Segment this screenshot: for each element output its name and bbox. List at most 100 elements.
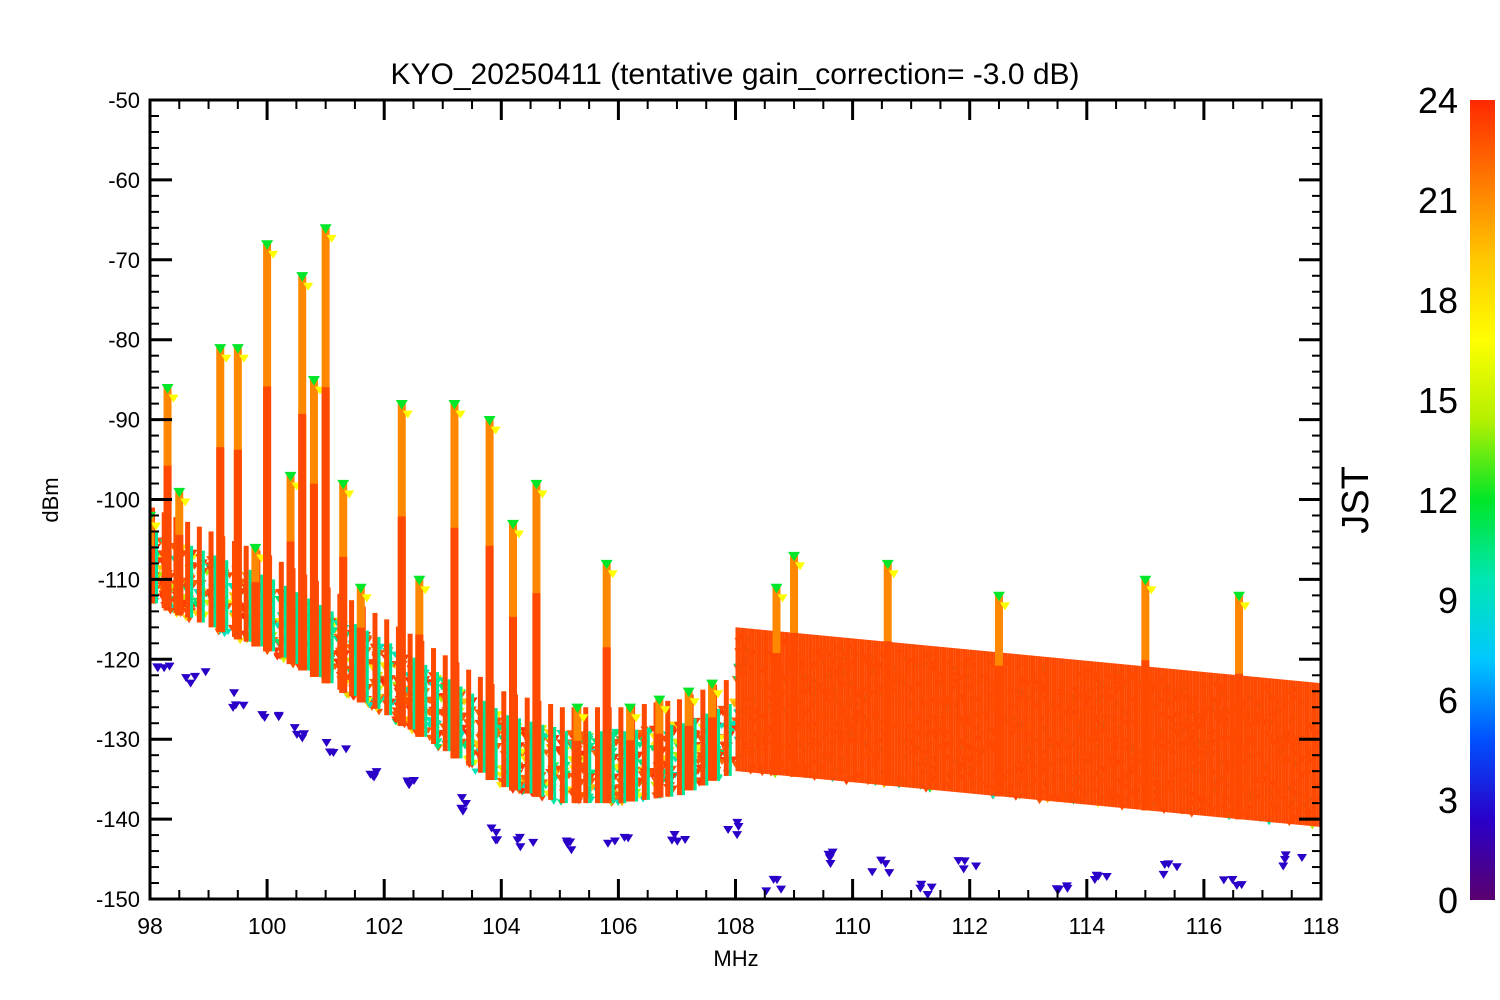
scatter-point — [1158, 870, 1169, 879]
fm-channel-day — [728, 704, 732, 776]
noise-band — [1161, 668, 1165, 812]
scatter-points — [150, 224, 1321, 899]
noise-band — [1046, 657, 1050, 801]
colorbar-gradient — [1470, 100, 1495, 900]
scatter-point — [326, 234, 337, 243]
scatter-point — [1278, 862, 1289, 871]
scatter-point — [1240, 602, 1251, 611]
fm-channel-day — [225, 560, 229, 633]
scatter-point — [528, 838, 539, 847]
fm-channel — [349, 600, 355, 697]
colorbar-tick-label: 24 — [1418, 80, 1458, 121]
noise-band — [1119, 664, 1122, 808]
x-tick-label: 110 — [834, 913, 871, 939]
noise-band — [1014, 653, 1017, 798]
scatter-point — [238, 701, 249, 710]
scatter-point — [433, 744, 442, 751]
noise-band — [1166, 668, 1169, 813]
fm-channel-day — [260, 574, 264, 647]
noise-band — [854, 638, 858, 783]
scatter-point — [867, 868, 878, 877]
fm-channel — [243, 545, 249, 642]
noise-band — [1302, 681, 1305, 826]
noise-band — [1175, 669, 1179, 814]
fm-channel-day — [436, 672, 440, 744]
scatter-point — [795, 562, 806, 571]
noise-band — [1178, 669, 1181, 814]
peak-column-night — [216, 447, 225, 633]
noise-band — [805, 634, 809, 778]
scatter-point — [669, 831, 680, 840]
scatter-point — [880, 860, 891, 869]
scatter-point — [607, 570, 618, 579]
noise-band — [861, 639, 865, 784]
noise-band — [817, 635, 820, 779]
scatter-point — [230, 701, 241, 710]
y-tick-label: -100 — [96, 488, 140, 513]
y-tick-label: -50 — [108, 88, 140, 113]
noise-band — [1096, 661, 1099, 806]
noise-band — [1131, 665, 1134, 809]
fm-channel-day — [213, 555, 217, 628]
noise-band — [1023, 654, 1026, 799]
y-tick-label: -70 — [108, 248, 140, 273]
noise-band — [1152, 667, 1155, 811]
noise-band — [1035, 655, 1038, 800]
peak-column-night — [772, 653, 781, 776]
noise-band — [850, 638, 853, 783]
fm-channel-day — [541, 724, 545, 797]
scatter-point — [761, 887, 772, 896]
scatter-point — [231, 344, 244, 354]
noise-band — [1110, 663, 1113, 807]
fm-channel-day — [482, 700, 486, 773]
noise-band — [892, 642, 895, 787]
noise-band — [1267, 678, 1270, 822]
scatter-point — [164, 662, 175, 671]
peak-column-night — [339, 556, 348, 693]
noise-band — [1058, 658, 1062, 803]
colorbar-tick-label: 6 — [1438, 680, 1458, 721]
noise-band — [761, 629, 764, 774]
noise-band — [871, 640, 874, 785]
noise-band — [986, 651, 989, 796]
scatter-point — [303, 282, 314, 291]
scatter-point — [672, 837, 683, 846]
noise-band — [878, 640, 881, 785]
noise-band — [829, 636, 832, 781]
fm-channel — [384, 619, 390, 716]
noise-band — [1210, 672, 1214, 817]
scatter-point — [159, 664, 170, 673]
x-tick-label: 100 — [248, 913, 286, 939]
noise-band — [866, 639, 870, 784]
noise-band — [740, 627, 743, 772]
fm-channel-day — [377, 636, 381, 709]
y-axis-label: dBm — [38, 477, 63, 522]
noise-band — [899, 643, 902, 787]
scatter-point — [354, 583, 367, 594]
scatter-point — [395, 400, 408, 410]
noise-band — [1025, 655, 1029, 799]
fm-channel — [208, 531, 214, 628]
noise-band — [972, 649, 975, 794]
scatter-point — [624, 703, 637, 714]
scatter-point — [971, 862, 982, 871]
noise-band — [1016, 654, 1019, 799]
noise-band — [1194, 671, 1197, 816]
x-tick-label: 98 — [137, 913, 163, 939]
noise-band — [784, 632, 788, 776]
scatter-point — [344, 490, 355, 499]
noise-band — [1299, 681, 1303, 826]
noise-band — [939, 646, 942, 791]
scatter-point — [926, 883, 937, 892]
noise-band — [801, 633, 804, 778]
noise-band — [864, 639, 867, 784]
scatter-point — [713, 690, 724, 699]
scatter-point — [1296, 854, 1307, 863]
fm-channel-day — [646, 728, 650, 800]
scatter-point — [824, 854, 835, 863]
fm-channel — [372, 612, 378, 709]
scatter-point — [515, 843, 526, 852]
x-tick-label: 106 — [599, 913, 637, 939]
noise-band — [1037, 656, 1041, 801]
scatter-point — [514, 530, 525, 539]
